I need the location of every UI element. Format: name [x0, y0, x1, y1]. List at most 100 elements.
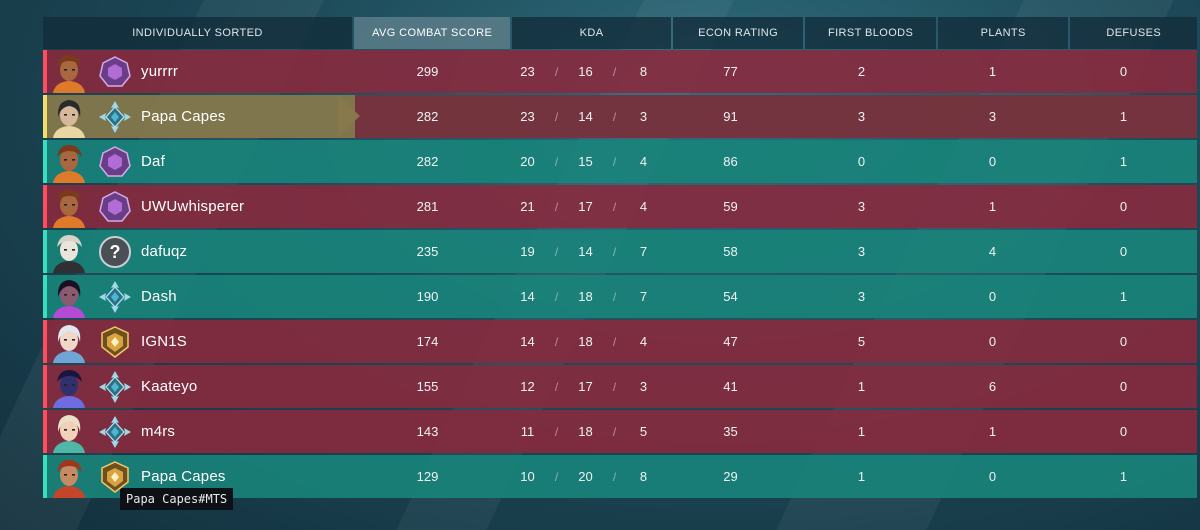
unknown-rank-icon[interactable]: ? — [95, 232, 135, 272]
deaths-value: 16 — [578, 64, 593, 79]
assists-value: 4 — [639, 199, 648, 214]
avg-combat-score-value: 129 — [416, 469, 439, 484]
teal-rank-icon[interactable] — [95, 97, 135, 137]
jett-portrait-icon — [47, 320, 91, 363]
player-name[interactable]: Dash — [141, 288, 177, 305]
gold-rank-icon[interactable] — [95, 457, 135, 497]
header-plants[interactable]: PLANTS — [937, 17, 1069, 49]
teal-rank-icon[interactable] — [95, 412, 135, 452]
player-row[interactable]: Papa Capes 129 10 / 20 / 8 29 1 0 1 — [43, 455, 1197, 498]
player-row[interactable]: IGN1S 174 14 / 18 / 4 47 5 0 0 — [43, 320, 1197, 363]
plants-value: 0 — [988, 289, 997, 304]
player-row[interactable]: Kaateyo 155 12 / 17 / 3 41 1 6 0 — [43, 365, 1197, 408]
amethyst-rank-icon[interactable] — [95, 187, 135, 227]
plants-value: 3 — [988, 109, 997, 124]
cypher-portrait-icon — [47, 230, 91, 273]
assists-value: 5 — [639, 424, 648, 439]
teal-rank-icon[interactable] — [95, 277, 135, 317]
econ-rating-value: 47 — [723, 334, 738, 349]
kda-separator: / — [554, 334, 559, 349]
kda-separator: / — [612, 244, 617, 259]
header-avg-combat-score[interactable]: AVG COMBAT SCORE — [353, 17, 511, 49]
player-name[interactable]: Papa Capes — [141, 468, 226, 485]
avg-combat-score-value: 143 — [416, 424, 439, 439]
team-color-stripe — [43, 140, 47, 183]
kda-value: 23 / 16 / 8 — [506, 50, 665, 93]
kills-value: 19 — [520, 244, 535, 259]
player-row[interactable]: Papa Capes 282 23 / 14 / 3 91 3 3 1 — [43, 95, 1197, 138]
player-row[interactable]: m4rs 143 11 / 18 / 5 35 1 1 0 — [43, 410, 1197, 453]
assists-value: 3 — [639, 379, 648, 394]
player-row[interactable]: Dash 190 14 / 18 / 7 54 3 0 1 — [43, 275, 1197, 318]
kda-separator: / — [612, 469, 617, 484]
omen-portrait-icon — [47, 365, 91, 408]
first-bloods-value: 3 — [857, 109, 866, 124]
raze-portrait-icon — [47, 185, 91, 228]
assists-value: 7 — [639, 244, 648, 259]
kda-value: 14 / 18 / 7 — [506, 275, 665, 318]
plants-value: 1 — [988, 64, 997, 79]
plants-value: 1 — [988, 199, 997, 214]
player-name[interactable]: UWUwhisperer — [141, 198, 245, 215]
header-defuses[interactable]: DEFUSES — [1070, 17, 1198, 49]
kills-value: 10 — [520, 469, 535, 484]
player-row[interactable]: ? dafuqz 235 19 / 14 / 7 58 3 4 0 — [43, 230, 1197, 273]
deaths-value: 14 — [578, 109, 593, 124]
player-row[interactable]: yurrrr 299 23 / 16 / 8 77 2 1 0 — [43, 50, 1197, 93]
kda-separator: / — [554, 289, 559, 304]
deaths-value: 17 — [578, 379, 593, 394]
scoreboard-header: INDIVIDUALLY SORTED AVG COMBAT SCORE KDA… — [43, 17, 1198, 49]
player-row[interactable]: UWUwhisperer 281 21 / 17 / 4 59 3 1 0 — [43, 185, 1197, 228]
assists-value: 7 — [639, 289, 648, 304]
brimstone-portrait-icon — [47, 455, 91, 498]
defuses-value: 0 — [1119, 199, 1128, 214]
header-individually-sorted[interactable]: INDIVIDUALLY SORTED — [43, 17, 352, 49]
econ-rating-value: 86 — [723, 154, 738, 169]
kda-value: 20 / 15 / 4 — [506, 140, 665, 183]
kda-separator: / — [554, 244, 559, 259]
kda-value: 23 / 14 / 3 — [506, 95, 665, 138]
deaths-value: 15 — [578, 154, 593, 169]
header-econ-rating[interactable]: ECON RATING — [672, 17, 804, 49]
kda-value: 19 / 14 / 7 — [506, 230, 665, 273]
player-name[interactable]: m4rs — [141, 423, 176, 440]
defuses-value: 1 — [1119, 469, 1128, 484]
team-color-stripe — [43, 95, 47, 138]
defuses-value: 1 — [1119, 154, 1128, 169]
plants-value: 0 — [988, 154, 997, 169]
player-name[interactable]: IGN1S — [141, 333, 188, 350]
player-row[interactable]: Daf 282 20 / 15 / 4 86 0 0 1 — [43, 140, 1197, 183]
deaths-value: 18 — [578, 424, 593, 439]
avg-combat-score-value: 282 — [416, 109, 439, 124]
gold-rank-icon[interactable] — [95, 322, 135, 362]
header-kda[interactable]: KDA — [512, 17, 671, 49]
kda-separator: / — [554, 199, 559, 214]
avg-combat-score-value: 299 — [416, 64, 439, 79]
amethyst-rank-icon[interactable] — [95, 52, 135, 92]
deaths-value: 17 — [578, 199, 593, 214]
econ-rating-value: 54 — [723, 289, 738, 304]
econ-rating-value: 77 — [723, 64, 738, 79]
defuses-value: 1 — [1119, 109, 1128, 124]
amethyst-rank-icon[interactable] — [95, 142, 135, 182]
player-name[interactable]: dafuqz — [141, 243, 188, 260]
header-first-bloods[interactable]: FIRST BLOODS — [805, 17, 936, 49]
avg-combat-score-value: 281 — [416, 199, 439, 214]
kda-value: 11 / 18 / 5 — [506, 410, 665, 453]
kda-separator: / — [612, 334, 617, 349]
player-name[interactable]: Daf — [141, 153, 165, 170]
kda-separator: / — [612, 424, 617, 439]
assists-value: 8 — [639, 469, 648, 484]
defuses-value: 0 — [1119, 379, 1128, 394]
kda-value: 12 / 17 / 3 — [506, 365, 665, 408]
kda-value: 10 / 20 / 8 — [506, 455, 665, 498]
team-color-stripe — [43, 185, 47, 228]
player-name[interactable]: yurrrr — [141, 63, 179, 80]
team-color-stripe — [43, 365, 47, 408]
kda-separator: / — [612, 379, 617, 394]
scoreboard-rows: yurrrr 299 23 / 16 / 8 77 2 1 0 Papa Cap… — [43, 50, 1197, 500]
player-name[interactable]: Kaateyo — [141, 378, 198, 395]
player-name[interactable]: Papa Capes — [141, 108, 226, 125]
teal-rank-icon[interactable] — [95, 367, 135, 407]
deaths-value: 20 — [578, 469, 593, 484]
